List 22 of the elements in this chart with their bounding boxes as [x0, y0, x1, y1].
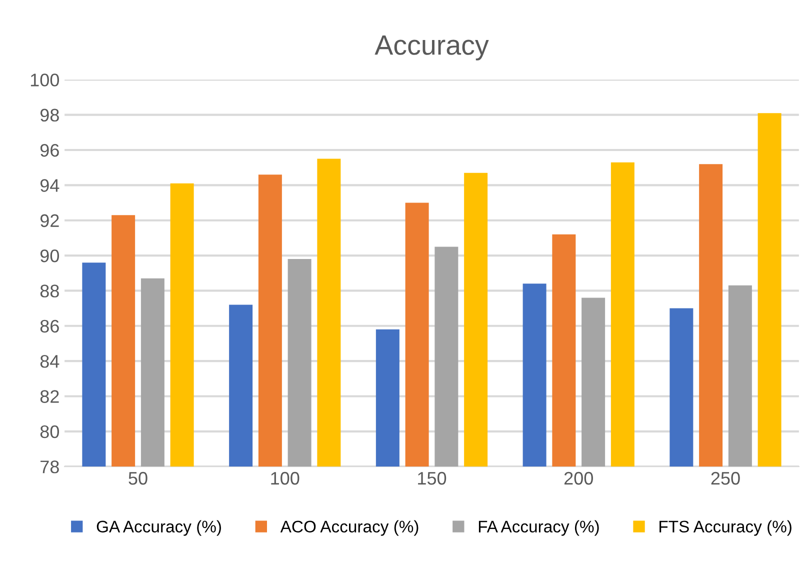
x-tick-label: 100	[271, 472, 300, 485]
y-tick-label: 86	[40, 320, 59, 333]
legend-label: ACO Accuracy (%)	[280, 520, 418, 536]
y-tick-label: 88	[40, 284, 59, 298]
y-tick-label: 90	[40, 249, 59, 262]
chart-title: Accuracy	[374, 36, 489, 60]
x-tick-label: 250	[711, 472, 740, 485]
x-tick-label: 200	[564, 472, 593, 485]
y-tick-label: 82	[40, 390, 59, 403]
y-tick-label: 84	[40, 354, 60, 368]
y-tick-label: 78	[40, 460, 59, 474]
y-tick-label: 92	[40, 214, 59, 228]
x-tick-label: 50	[128, 472, 148, 485]
x-tick-label: 150	[418, 472, 446, 485]
y-tick-label: 100	[30, 74, 59, 86]
legend-label: FA Accuracy (%)	[478, 520, 599, 536]
y-tick-label: 96	[40, 144, 59, 157]
legend-label: FTS Accuracy (%)	[660, 520, 792, 536]
y-tick-label: 98	[40, 108, 59, 122]
y-tick-label: 94	[40, 179, 60, 192]
y-tick-label: 80	[40, 425, 59, 438]
legend-label: GA Accuracy (%)	[96, 520, 221, 536]
